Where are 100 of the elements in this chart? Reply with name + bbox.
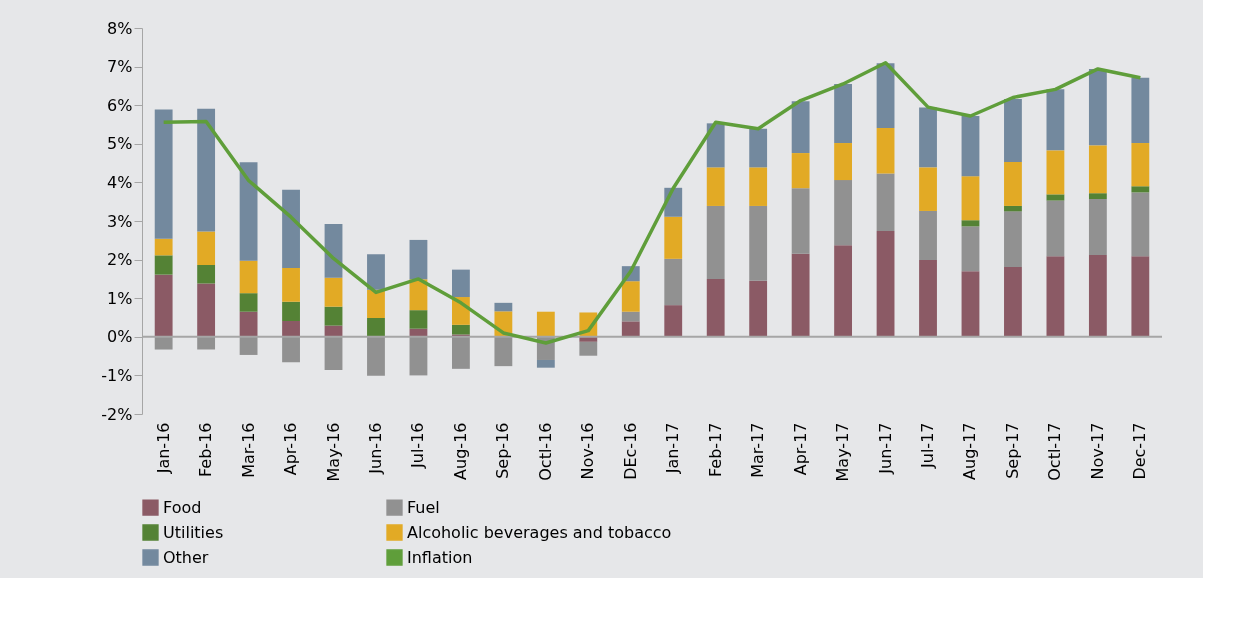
bar — [282, 301, 300, 321]
bar — [1131, 256, 1150, 337]
bar — [961, 226, 980, 272]
bar — [1046, 200, 1065, 257]
bar — [367, 317, 385, 337]
y-tick-label: -1% — [101, 365, 133, 385]
bar — [239, 162, 258, 261]
bar — [1088, 193, 1107, 199]
bar — [1088, 68, 1107, 146]
y-tick-label: 8% — [107, 18, 133, 38]
bar — [876, 127, 895, 174]
bar — [791, 101, 810, 154]
y-tick-label: 5% — [107, 134, 133, 154]
x-tick-label: May-16 — [323, 422, 343, 482]
bar — [282, 320, 300, 337]
bar — [1088, 199, 1107, 255]
bar — [324, 336, 343, 370]
bar — [367, 254, 385, 290]
bar — [451, 324, 470, 335]
bar — [749, 280, 768, 337]
bar — [1088, 254, 1107, 337]
x-tick-label: Feb-17 — [705, 422, 725, 477]
bar — [409, 336, 428, 376]
x-tick-label: Jun-17 — [875, 422, 895, 475]
bar — [961, 116, 980, 177]
bar — [239, 260, 258, 294]
x-tick-label: DEc-16 — [620, 422, 640, 480]
bar — [367, 289, 385, 318]
x-tick-label: Mar-17 — [748, 422, 768, 478]
bar — [197, 265, 216, 284]
legend-label: Utilities — [163, 522, 224, 542]
x-tick-label: Jul-16 — [408, 422, 428, 469]
bar — [961, 271, 980, 337]
bar — [1088, 145, 1107, 194]
bar — [706, 123, 725, 168]
bar — [1046, 150, 1065, 195]
bar — [282, 336, 300, 363]
bar — [1004, 99, 1022, 162]
bar — [1131, 143, 1150, 187]
bar — [706, 278, 725, 337]
bar — [876, 63, 895, 128]
x-tick-label: Feb-16 — [196, 422, 216, 477]
bar — [621, 311, 640, 322]
y-tick-label: 7% — [107, 57, 133, 77]
legend-label: Fuel — [407, 497, 440, 517]
bar — [664, 258, 683, 306]
bar — [409, 239, 428, 280]
bar — [664, 305, 683, 337]
legend-label: Other — [163, 547, 209, 567]
bar — [791, 188, 810, 254]
bar — [664, 216, 683, 259]
y-tick-label: 2% — [107, 250, 133, 270]
bar — [706, 205, 725, 279]
bar — [834, 143, 853, 181]
bar — [282, 189, 300, 269]
bar — [1131, 186, 1150, 193]
bar — [409, 310, 428, 329]
bar — [791, 153, 810, 189]
bar — [1004, 211, 1022, 267]
x-tick-label: Dec-17 — [1130, 422, 1150, 480]
bar — [494, 336, 513, 367]
legend-label: Food — [163, 497, 202, 517]
bar — [876, 231, 895, 337]
bar — [1004, 161, 1022, 206]
bar — [154, 336, 173, 350]
bar — [154, 274, 173, 337]
bar — [791, 253, 810, 337]
x-tick-label: Aug-16 — [450, 422, 470, 480]
bar — [834, 180, 853, 246]
bar — [324, 277, 343, 307]
x-tick-label: Nov-16 — [578, 422, 598, 480]
bar — [1046, 89, 1065, 151]
x-tick-label: Nov-17 — [1087, 422, 1107, 480]
bar — [324, 306, 343, 326]
bar — [367, 336, 385, 376]
y-tick-label: 0% — [107, 327, 133, 347]
bar — [494, 302, 513, 312]
bar — [536, 359, 555, 368]
bar — [1131, 192, 1150, 257]
bar — [919, 210, 937, 260]
legend-label: Alcoholic beverages and tobacco — [407, 522, 672, 542]
bar — [451, 336, 470, 369]
bar — [961, 176, 980, 221]
y-tick-label: -2% — [101, 404, 133, 424]
y-tick-label: 4% — [107, 172, 133, 192]
x-tick-label: Jan-16 — [153, 422, 173, 475]
bar — [919, 259, 937, 337]
bar — [282, 268, 300, 302]
bar — [239, 336, 258, 355]
bar — [154, 238, 173, 256]
bar — [197, 336, 216, 350]
bar — [1004, 205, 1022, 212]
bar — [749, 167, 768, 206]
bar — [154, 255, 173, 275]
bar — [961, 220, 980, 227]
bar — [749, 128, 768, 168]
legend-label: Inflation — [407, 547, 473, 567]
x-tick-label: Octl-16 — [535, 422, 555, 481]
line-series — [161, 60, 1143, 345]
x-tick-label: Aug-17 — [960, 422, 980, 480]
